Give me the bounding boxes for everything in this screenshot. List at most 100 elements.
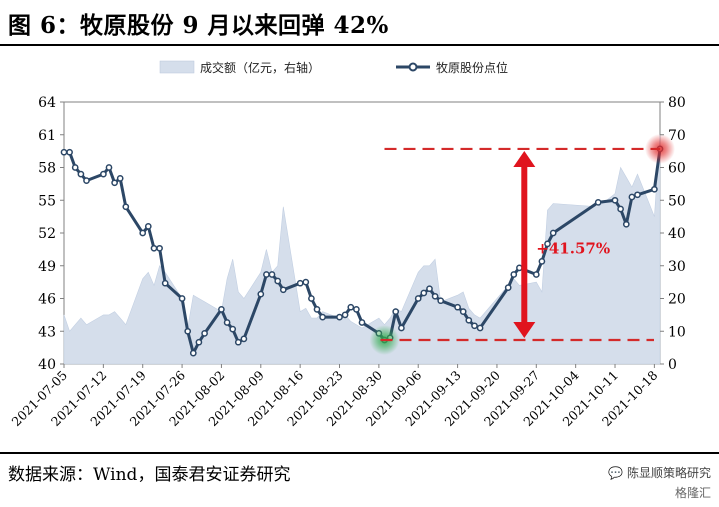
price-point xyxy=(218,306,225,313)
left-axis-tick-label: 43 xyxy=(38,324,56,340)
price-point xyxy=(510,271,518,278)
price-point xyxy=(201,330,208,337)
price-point xyxy=(178,295,186,302)
price-point xyxy=(398,324,405,332)
watermark-text: 陈显顺策略研究 xyxy=(626,466,711,480)
price-point xyxy=(240,335,248,343)
price-point xyxy=(347,303,355,311)
price-point xyxy=(437,297,445,305)
price-point xyxy=(426,285,433,293)
price-point xyxy=(189,349,197,357)
price-point xyxy=(279,286,287,294)
price-line xyxy=(64,148,662,355)
price-point xyxy=(296,279,304,287)
price-point xyxy=(111,179,118,187)
price-point xyxy=(319,313,326,321)
gain-arrow-head-down xyxy=(513,321,536,338)
price-point xyxy=(341,311,349,319)
gain-label: +41.57% xyxy=(536,240,610,258)
price-point xyxy=(161,279,169,287)
price-point xyxy=(634,191,641,199)
right-axis-tick-label: 0 xyxy=(668,357,677,373)
price-point xyxy=(139,229,147,237)
legend: 成交额（亿元，右轴） 牧原股份点位 xyxy=(159,60,508,75)
price-point xyxy=(229,325,237,333)
chart-area: 成交额（亿元，右轴） 牧原股份点位 +41.57% 40 43 46 49 52 55 58 6… xyxy=(9,60,686,429)
price-point xyxy=(414,295,422,302)
price-point xyxy=(611,196,619,204)
price-point xyxy=(274,277,282,285)
price-point xyxy=(116,175,124,182)
legend-label-price: 牧原股份点位 xyxy=(436,60,508,75)
right-axis-tick-label: 30 xyxy=(668,259,686,275)
right-axis-tick-label: 70 xyxy=(668,128,686,144)
price-point xyxy=(628,193,636,201)
left-axis-tick-label: 40 xyxy=(38,357,56,373)
price-point xyxy=(532,271,540,278)
price-point xyxy=(476,324,484,332)
price-point xyxy=(66,148,73,156)
price-point xyxy=(594,199,602,206)
price-point xyxy=(358,319,366,326)
left-axis-tick-label: 52 xyxy=(38,226,56,242)
price-point xyxy=(504,284,512,291)
price-point xyxy=(516,264,523,272)
price-line-layer xyxy=(60,145,664,357)
price-point xyxy=(622,220,630,228)
price-point xyxy=(302,278,310,286)
chart-title: 图 6：牧原股份 9 月以来回弹 42% xyxy=(8,12,389,39)
gain-arrow-head-up xyxy=(513,150,536,167)
legend-label-volume: 成交额（亿元，右轴） xyxy=(200,60,320,75)
legend-swatch-volume xyxy=(159,60,195,74)
price-point xyxy=(268,271,276,278)
price-point xyxy=(651,185,658,193)
right-axis-tick-label: 80 xyxy=(668,95,686,111)
left-axis-tick-label: 46 xyxy=(38,292,56,308)
left-axis-tick-label: 64 xyxy=(38,95,56,111)
price-point xyxy=(544,240,551,248)
price-point xyxy=(538,258,546,265)
watermark: 💬 陈显顺策略研究 xyxy=(608,464,711,481)
right-axis-tick-label: 10 xyxy=(668,324,686,340)
price-point xyxy=(459,308,467,315)
price-point xyxy=(257,290,265,298)
price-point xyxy=(105,164,113,171)
left-axis-tick-label: 61 xyxy=(38,128,56,144)
source-note: 数据来源：Wind，国泰君安证券研究 xyxy=(8,465,291,485)
price-point xyxy=(77,170,85,178)
price-point xyxy=(234,338,242,346)
wechat-icon: 💬 xyxy=(608,465,623,480)
legend-swatch-price-marker xyxy=(408,62,418,72)
price-point xyxy=(549,229,557,237)
source-rule xyxy=(0,452,719,454)
price-point xyxy=(83,177,90,184)
watermark-brand: 格隆汇 xyxy=(674,486,711,500)
price-point xyxy=(100,170,107,178)
price-point xyxy=(150,244,158,252)
price-point xyxy=(465,316,473,324)
price-point xyxy=(195,338,203,346)
price-point xyxy=(454,303,461,311)
price-point xyxy=(392,308,400,315)
price-point xyxy=(122,203,130,211)
price-point xyxy=(617,205,624,213)
left-axis-tick-label: 58 xyxy=(38,161,56,177)
annotation-layer: +41.57% xyxy=(369,133,675,355)
price-point xyxy=(156,244,163,252)
left-axis-tick-label: 49 xyxy=(38,259,56,275)
price-point xyxy=(308,295,315,302)
price-point xyxy=(71,164,79,171)
price-point xyxy=(60,148,68,156)
price-point xyxy=(431,292,439,300)
title-rule xyxy=(0,44,719,46)
price-point xyxy=(336,313,343,321)
price-point xyxy=(353,306,360,313)
right-axis-tick-label: 40 xyxy=(668,226,686,242)
right-axis-tick-label: 20 xyxy=(668,292,686,308)
right-axis-tick-label: 60 xyxy=(668,161,686,177)
price-point xyxy=(420,289,428,297)
right-axis-tick-label: 50 xyxy=(668,193,686,209)
price-point xyxy=(263,271,270,278)
left-axis-tick-label: 55 xyxy=(38,193,56,209)
price-point xyxy=(471,322,478,330)
